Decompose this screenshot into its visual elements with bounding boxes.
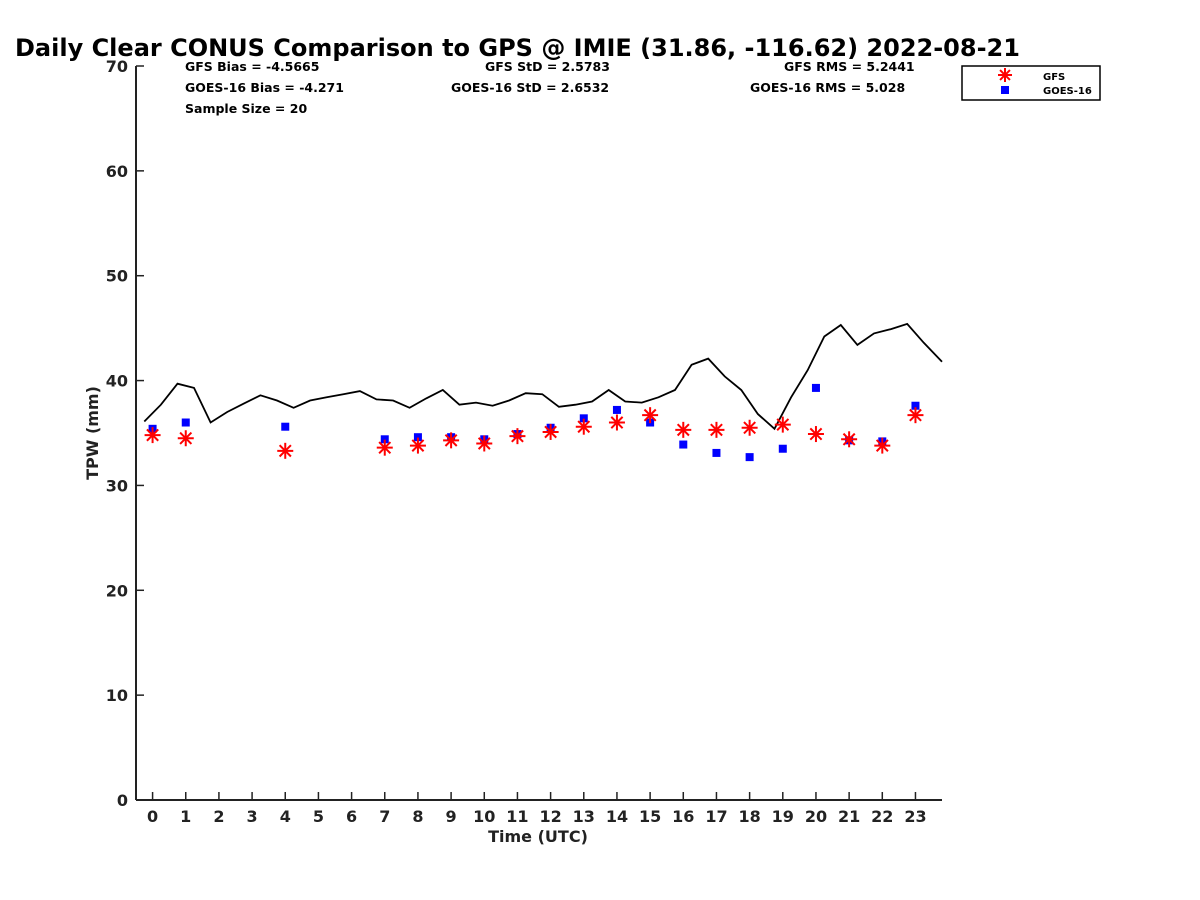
- x-axis-label: Time (UTC): [488, 827, 588, 846]
- y-tick-label: 10: [106, 686, 128, 705]
- x-tick-label: 21: [838, 807, 860, 826]
- x-tick-label: 16: [672, 807, 694, 826]
- gfs-point: [874, 437, 891, 454]
- legend-gfs-asterisk: [998, 68, 1012, 82]
- y-tick-label: 60: [106, 162, 128, 181]
- y-tick-label: 30: [106, 476, 128, 495]
- gfs-std-stat: GFS StD = 2.5783: [485, 59, 610, 74]
- gfs-point: [608, 414, 625, 431]
- gfs-point: [675, 421, 692, 438]
- goes16-point: [811, 383, 820, 392]
- gfs-point: [841, 431, 858, 448]
- x-tick-label: 18: [738, 807, 760, 826]
- y-tick-label: 40: [106, 372, 128, 391]
- gps-line: [143, 322, 943, 431]
- x-tick-label: 22: [871, 807, 893, 826]
- x-tick-label: 6: [346, 807, 357, 826]
- goes-rms-stat: GOES-16 RMS = 5.028: [750, 80, 905, 95]
- gfs-point: [277, 442, 294, 459]
- chart-title: Daily Clear CONUS Comparison to GPS @ IM…: [15, 34, 1020, 62]
- x-tick-label: 12: [539, 807, 561, 826]
- gfs-point: [542, 423, 559, 440]
- gfs-point: [907, 407, 924, 424]
- x-tick-label: 0: [147, 807, 158, 826]
- gfs-point: [807, 426, 824, 443]
- x-tick-label: 14: [606, 807, 628, 826]
- legend-gfs-label: GFS: [1043, 72, 1065, 83]
- goes16-point: [778, 444, 787, 453]
- x-tick-label: 13: [573, 807, 595, 826]
- gfs-point: [144, 427, 161, 444]
- goes-std-stat: GOES-16 StD = 2.6532: [451, 80, 609, 95]
- x-tick-label: 17: [705, 807, 727, 826]
- gfs-point: [774, 416, 791, 433]
- x-tick-label: 23: [904, 807, 926, 826]
- goes16-point: [911, 401, 920, 410]
- gfs-point: [708, 421, 725, 438]
- gfs-point: [409, 437, 426, 454]
- x-tick-label: 8: [412, 807, 423, 826]
- goes-bias-stat: GOES-16 Bias = -4.271: [185, 80, 344, 95]
- sample-size-stat: Sample Size = 20: [185, 101, 307, 116]
- markers-layer: [144, 383, 924, 462]
- legend-box: [961, 65, 1101, 101]
- gfs-point: [575, 418, 592, 435]
- gfs-point: [741, 419, 758, 436]
- gfs-point: [476, 435, 493, 452]
- y-tick-label: 20: [106, 581, 128, 600]
- gfs-bias-stat: GFS Bias = -4.5665: [185, 59, 319, 74]
- goes16-point: [612, 405, 621, 414]
- gfs-point: [376, 439, 393, 456]
- x-tick-label: 9: [446, 807, 457, 826]
- gfs-rms-stat: GFS RMS = 5.2441: [784, 59, 915, 74]
- gfs-point: [443, 432, 460, 449]
- legend-goes-marker: [1001, 86, 1009, 94]
- goes16-point: [413, 433, 422, 442]
- gfs-point: [642, 407, 659, 424]
- goes16-point: [281, 422, 290, 431]
- gfs-point: [509, 428, 526, 445]
- legend: GFS GOES-16: [961, 65, 1101, 101]
- goes16-point: [679, 440, 688, 449]
- x-tick-label: 7: [379, 807, 390, 826]
- x-tick-label: 19: [772, 807, 794, 826]
- goes16-point: [745, 453, 754, 462]
- x-tick-label: 3: [247, 807, 258, 826]
- legend-gfs-marker: [998, 68, 1012, 82]
- goes16-point: [579, 414, 588, 423]
- x-tick-label: 11: [506, 807, 528, 826]
- legend-goes-label: GOES-16: [1043, 86, 1092, 97]
- y-tick-label: 70: [106, 57, 128, 76]
- x-tick-label: 15: [639, 807, 661, 826]
- goes16-point: [380, 435, 389, 444]
- x-tick-label: 2: [213, 807, 224, 826]
- gps-line-layer: [143, 322, 943, 431]
- goes16-point: [181, 418, 190, 427]
- y-axis-label: TPW (mm): [83, 386, 102, 480]
- x-tick-label: 1: [180, 807, 191, 826]
- x-tick-label: 5: [313, 807, 324, 826]
- x-tick-label: 10: [473, 807, 495, 826]
- x-tick-label: 4: [280, 807, 291, 826]
- gfs-point: [177, 430, 194, 447]
- y-tick-label: 0: [117, 791, 128, 810]
- x-tick-label: 20: [805, 807, 827, 826]
- y-tick-label: 50: [106, 267, 128, 286]
- goes16-point: [712, 448, 721, 457]
